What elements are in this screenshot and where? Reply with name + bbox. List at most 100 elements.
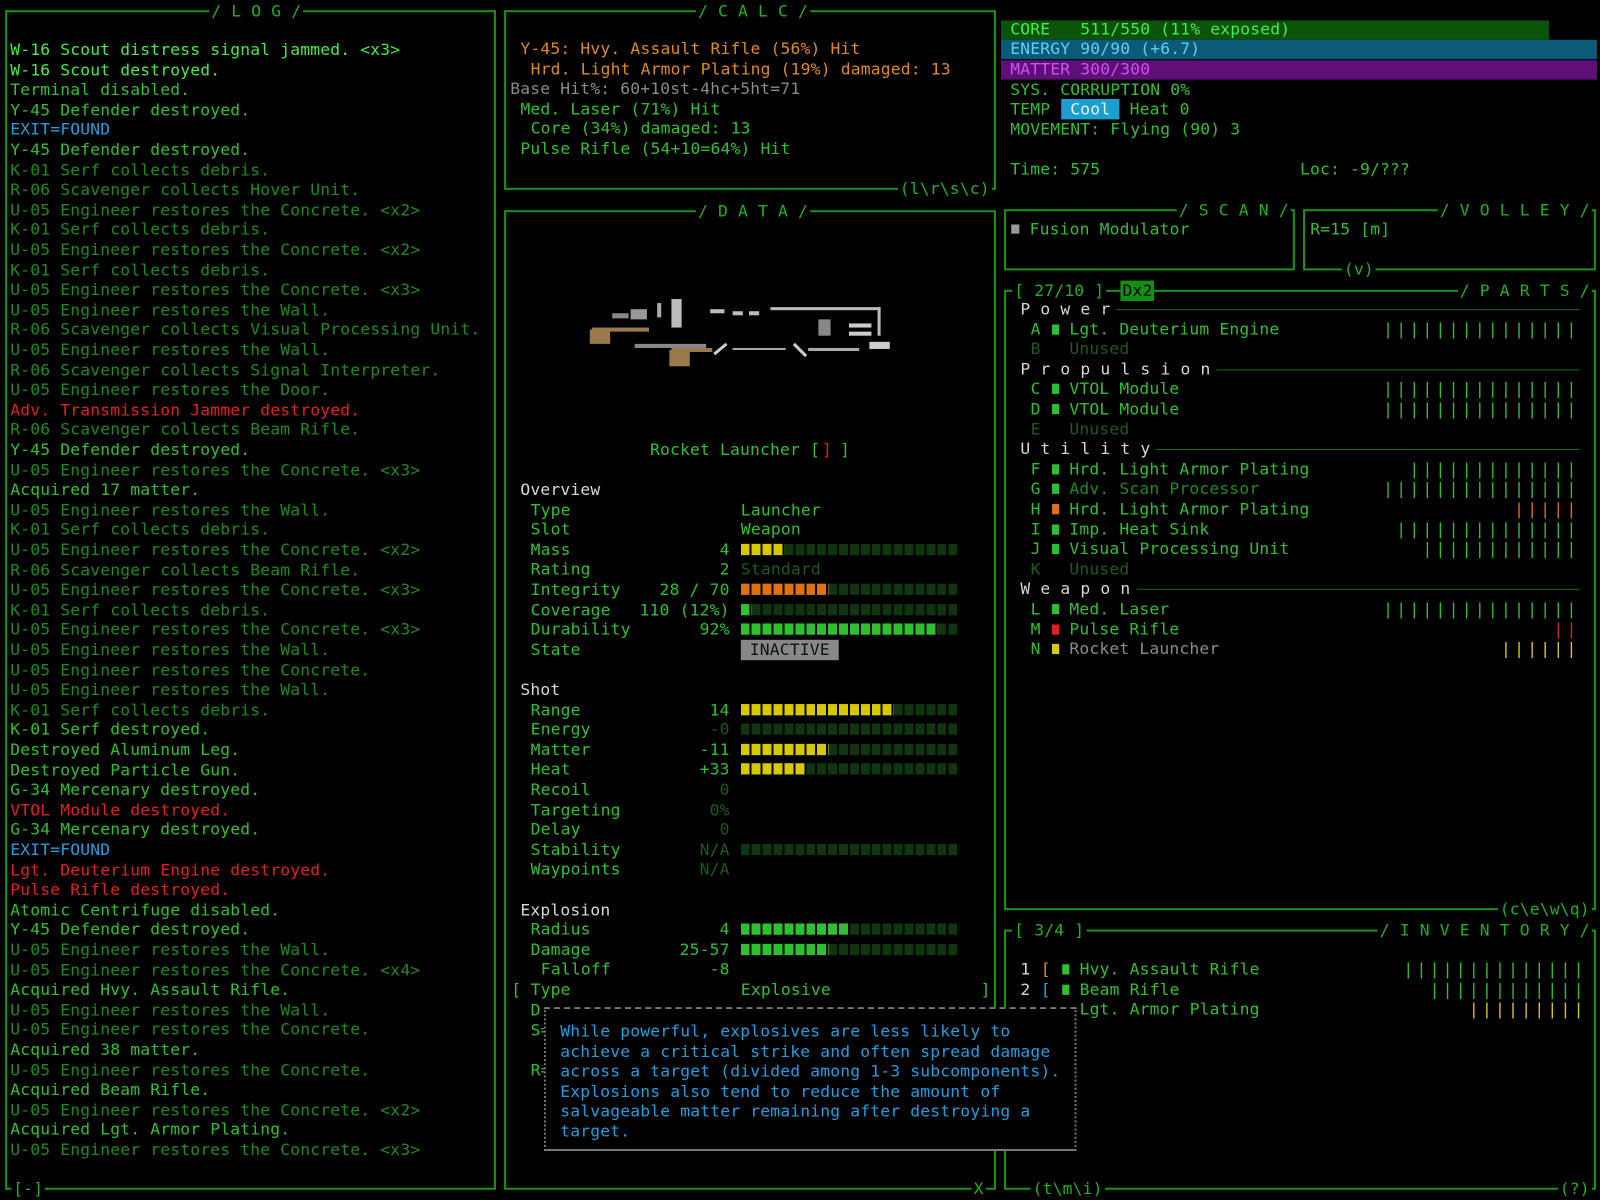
slot-name[interactable]: Unused [1069,418,1130,439]
log-line: U-05 Engineer restores the Wall. [10,339,331,360]
slot-key[interactable]: H [1030,498,1041,519]
log-line: EXIT=FOUND [10,839,111,860]
panel-title: / V O L L E Y / [1437,199,1592,221]
panel-footer[interactable]: (v) [1341,259,1376,280]
bar-track [740,923,960,935]
bar-track [740,843,960,855]
row-label: Slot [530,519,571,539]
log-line: K-01 Serf collects debris. [10,219,271,240]
slot-name[interactable]: Med. Laser [1069,598,1170,619]
inventory-name[interactable]: Lgt. Armor Plating [1079,999,1260,1019]
panel-footer[interactable]: (c\e\w\q) [1497,898,1592,920]
log-line: U-05 Engineer restores the Concrete. <x2… [10,539,421,560]
slot-name[interactable]: Hrd. Light Armor Plating [1069,458,1310,479]
slot-name[interactable]: Unused [1069,558,1130,579]
log-line: K-01 Serf destroyed. [10,719,211,740]
core-bar [1001,20,1549,40]
slot-integrity: ||||||||||||||| [1383,478,1580,499]
slot-key[interactable]: K [1030,558,1041,579]
slot-name[interactable]: Visual Processing Unit [1069,538,1290,559]
log-line: VTOL Module destroyed. [10,799,231,820]
energy-bar [1001,39,1597,60]
slot-key[interactable]: D [1030,398,1041,419]
panel-footer[interactable]: [-] [11,1178,46,1199]
slot-key[interactable]: G [1030,478,1041,499]
corruption-status: SYS. CORRUPTION 0% [1010,79,1191,99]
tooltip-line: Explosions also tend to reduce the amoun… [560,1081,1001,1101]
log-line: W-16 Scout distress signal jammed. <x3> [10,39,401,60]
inventory-name[interactable]: Hvy. Assault Rifle [1079,959,1260,979]
row-label: Waypoints [530,859,621,879]
calc-line: Base Hit%: 60+10st-4hc+5ht=71 [510,78,801,99]
log-line: Acquired Hvy. Assault Rifle. [10,979,291,1000]
slot-name[interactable]: VTOL Module [1069,398,1180,419]
slot-name[interactable]: Hrd. Light Armor Plating [1069,498,1310,519]
movement-status: MOVEMENT: Flying (90) 3 [1010,119,1241,139]
volley-panel: / V O L L E Y / (v) [1303,199,1596,280]
slot-name[interactable]: Rocket Launcher [1069,638,1220,659]
inventory-key[interactable]: 2 [1020,979,1031,999]
row-value: 4 [719,919,730,939]
row-label: Recoil [530,779,591,799]
row-value: N/A [699,859,730,879]
slot-key[interactable]: J [1030,538,1041,559]
temp-state: Cool [1061,98,1120,120]
panel-footer[interactable]: (t\m\i) [1030,1178,1105,1199]
row-label: State [530,639,581,659]
log-line: Atomic Centrifuge disabled. [10,899,281,920]
panel-title: / L O G / [209,1,304,22]
section-header: Explosion [520,899,611,919]
slot-key[interactable]: F [1030,458,1041,479]
bar-track [740,743,960,755]
log-line: U-05 Engineer restores the Wall. [10,299,331,320]
log-line: K-01 Serf collects debris. [10,519,271,540]
parts-capacity: [ 27/10 ] [1012,280,1107,302]
slot-name[interactable]: Pulse Rifle [1069,618,1180,639]
core-status: CORE 511/550 (11% exposed) [1010,19,1291,39]
bar-fill [740,623,938,635]
slot-name[interactable]: Adv. Scan Processor [1069,478,1260,499]
slot-key[interactable]: M [1030,618,1041,639]
parts-tag: Dx2 [1120,280,1155,302]
log-line: Destroyed Aluminum Leg. [10,739,241,760]
bar-fill [740,763,807,775]
slot-name[interactable]: Imp. Heat Sink [1069,518,1210,539]
inventory-key[interactable]: 1 [1020,959,1031,979]
slot-key[interactable]: N [1030,638,1041,659]
parts-group: U t i l i t y [1020,438,1151,459]
inventory-name[interactable]: Beam Rifle [1079,979,1180,999]
close-button[interactable]: X [971,1178,986,1199]
log-line: U-05 Engineer restores the Wall. [10,999,331,1020]
row-label: Energy [530,719,591,739]
log-line: U-05 Engineer restores the Concrete. <x3… [10,579,421,600]
row-label: Mass [530,539,571,559]
inventory-capacity: [ 3/4 ] [1012,920,1087,941]
slot-indicator [1052,524,1060,535]
slot-key[interactable]: I [1030,518,1041,539]
slot-indicator [1052,324,1060,335]
log-line: U-05 Engineer restores the Concrete. <x2… [10,1099,421,1120]
slot-name[interactable]: Unused [1069,338,1130,359]
slot-key[interactable]: B [1030,338,1041,359]
slot-name[interactable]: VTOL Module [1069,378,1180,399]
tooltip-line: While powerful, explosives are less like… [560,1021,1011,1041]
slot-key[interactable]: A [1030,318,1041,339]
slot-integrity: |||||| [1501,638,1580,659]
log-line: U-05 Engineer restores the Concrete. [10,1019,371,1040]
bar-fill [740,703,894,715]
slot-indicator [1052,384,1060,395]
tooltip-popup: While powerful, explosives are less like… [543,1007,1077,1152]
inventory-indicator [1062,984,1070,995]
panel-footer[interactable]: (l\r\s\c) [897,178,992,199]
slot-integrity: || [1553,618,1580,639]
row-value: 14 [709,699,730,719]
slot-indicator [1052,544,1060,555]
slot-name[interactable]: Lgt. Deuterium Engine [1069,318,1280,339]
log-line: Lgt. Deuterium Engine destroyed. [10,859,331,880]
slot-key[interactable]: E [1030,418,1041,439]
help-button[interactable]: (?) [1557,1178,1592,1199]
slot-key[interactable]: C [1030,378,1041,399]
item-name-close: ] [839,439,850,460]
row-value: N/A [699,839,730,859]
slot-key[interactable]: L [1030,598,1041,619]
